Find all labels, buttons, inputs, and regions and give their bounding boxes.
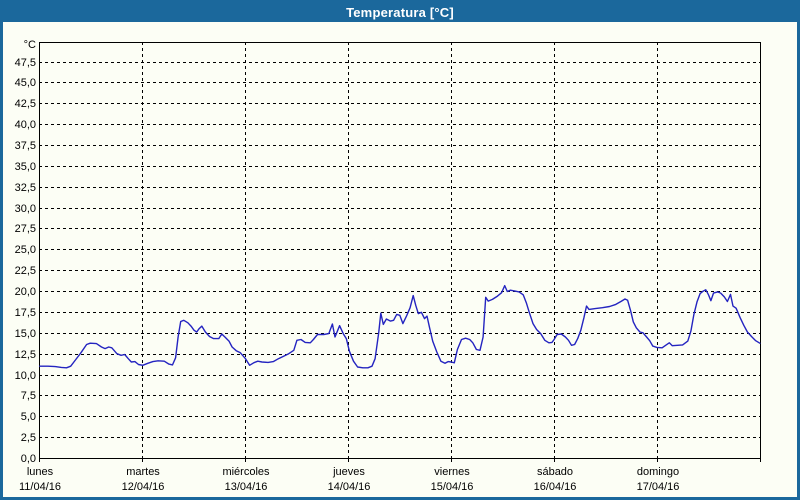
y-tick-label: 5,0 [21,411,36,423]
x-day-label: miércoles [222,466,270,478]
y-gridlines [39,62,760,438]
y-tick-label: 35,0 [15,161,36,173]
window-title-bar: Temperatura [°C] [3,3,797,22]
y-tick-label: 7,5 [21,390,36,402]
y-tick-label: 37,5 [15,140,36,152]
temperature-line-chart: 0,0 2,5 5,0 7,5 10,0 12,5 15,0 17,5 20,0 22,5 25,0… [15,39,761,493]
x-date-label: 13/04/16 [225,481,268,493]
y-tick-label: 17,5 [15,307,36,319]
y-tick-label: 45,0 [15,77,36,89]
y-tick-label: 42,5 [15,98,36,110]
y-tick-label: 27,5 [15,223,36,235]
y-tick-label: 25,0 [15,244,36,256]
y-tick-label: 2,5 [21,432,36,444]
y-axis-labels: 0,0 2,5 5,0 7,5 10,0 12,5 15,0 17,5 20,0 22,5 25,0… [15,39,36,465]
x-gridlines [39,42,761,462]
x-day-label: sábado [537,466,573,478]
x-day-label: domingo [637,466,679,478]
x-day-label: lunes [27,466,54,478]
y-tick-label: 40,0 [15,119,36,131]
x-day-label: jueves [332,466,365,478]
y-tick-label: 30,0 [15,203,36,215]
x-axis-labels: lunes 11/04/16 martes 12/04/16 miércoles 13/0… [19,466,679,493]
x-day-label: viernes [434,466,470,478]
x-date-label: 12/04/16 [122,481,165,493]
y-tick-label: 20,0 [15,286,36,298]
temperature-line [39,284,761,369]
window-title: Temperatura [°C] [346,5,454,20]
y-tick-label: 10,0 [15,370,36,382]
y-tick-label: 32,5 [15,182,36,194]
plot-frame [39,42,761,459]
y-tick-label: 12,5 [15,349,36,361]
x-date-label: 15/04/16 [431,481,474,493]
x-date-label: 11/04/16 [19,481,61,493]
y-tick-label: 22,5 [15,265,36,277]
x-day-label: martes [126,466,160,478]
chart-area: 0,0 2,5 5,0 7,5 10,0 12,5 15,0 17,5 20,0 22,5 25,0… [3,22,797,497]
x-date-label: 17/04/16 [637,481,680,493]
y-tick-label: 47,5 [15,57,36,69]
y-axis-unit-label: °C [24,39,36,51]
x-date-label: 14/04/16 [328,481,371,493]
y-tick-label: 15,0 [15,328,36,340]
x-date-label: 16/04/16 [534,481,577,493]
y-tick-label: 0,0 [21,453,36,465]
